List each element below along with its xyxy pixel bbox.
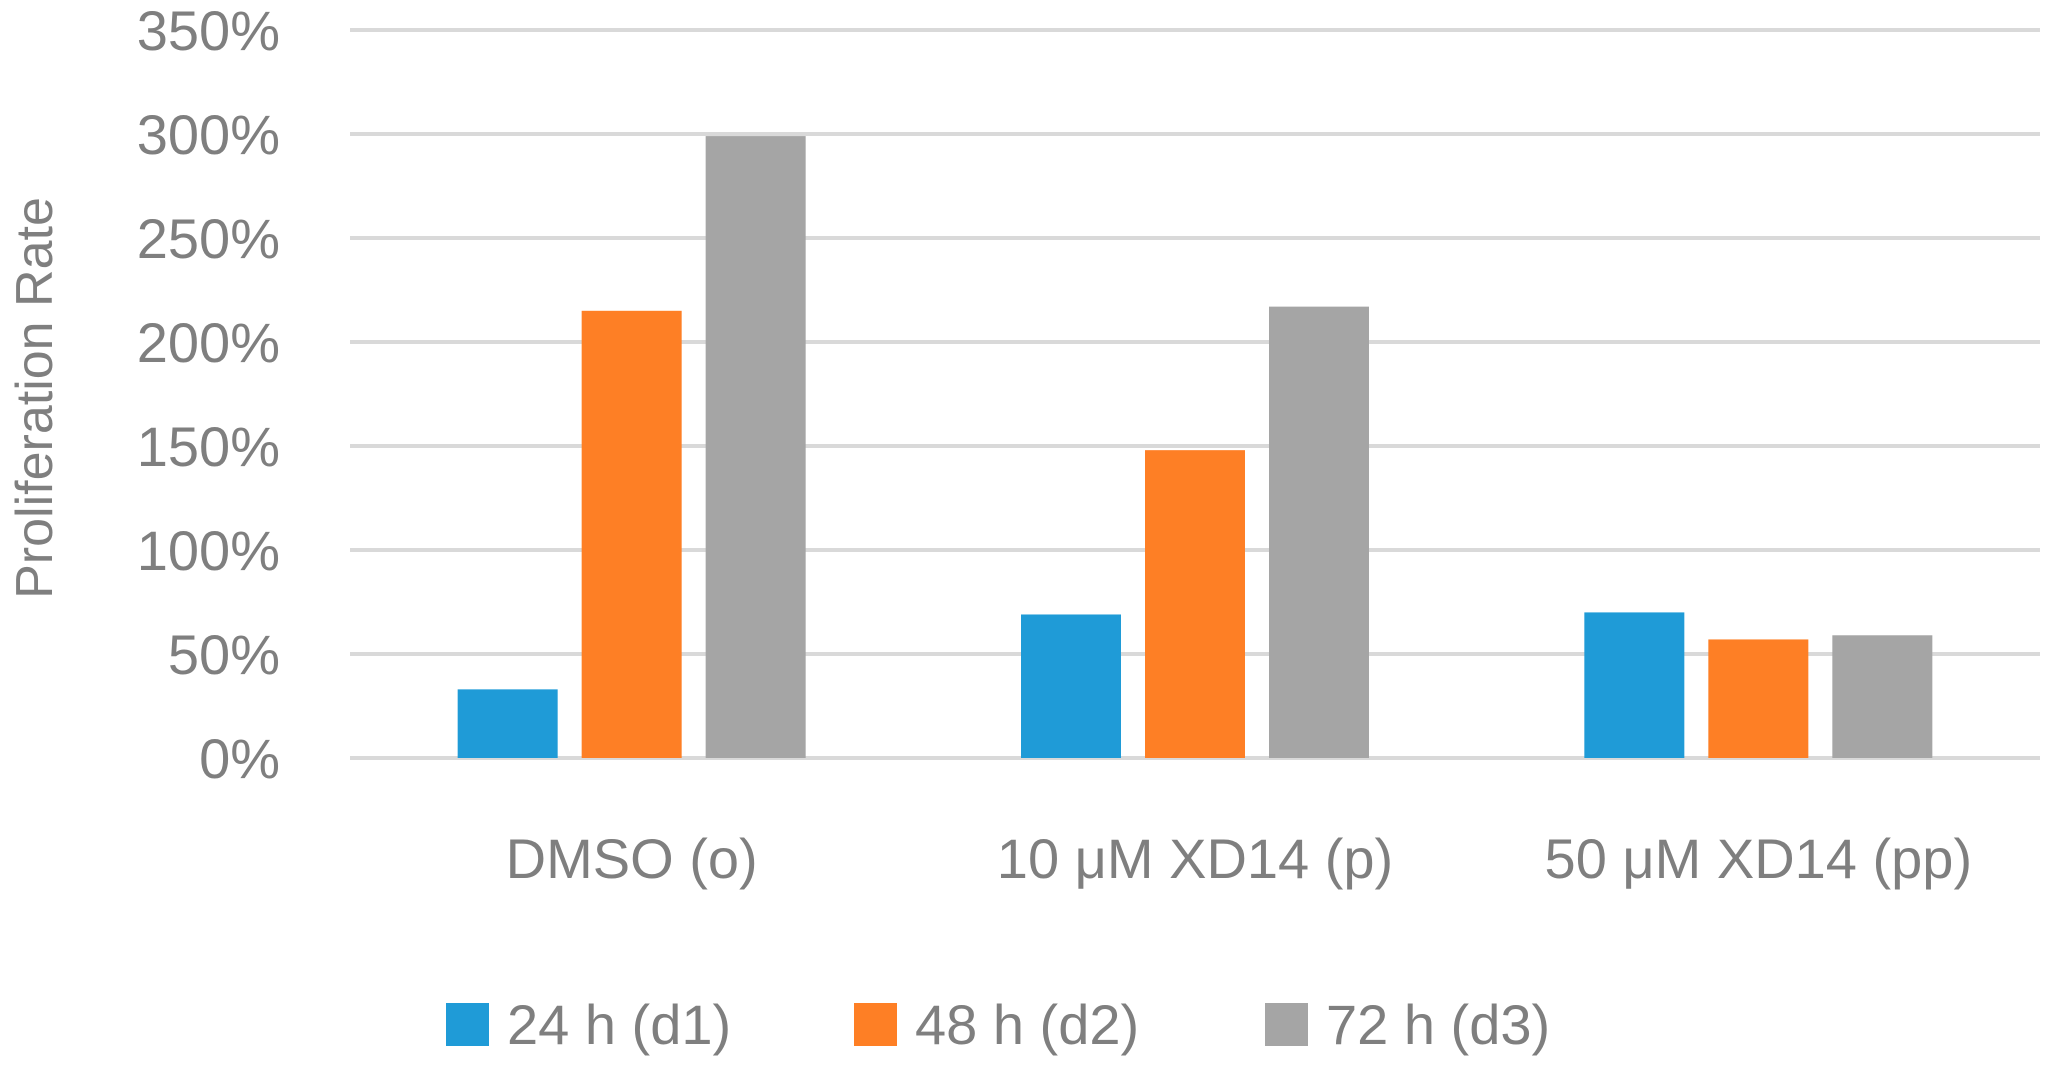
bar-2-2 — [1145, 450, 1245, 758]
legend-label: 24 h (d1) — [507, 993, 731, 1056]
y-tick-label: 150% — [137, 415, 280, 478]
legend: 24 h (d1) 48 h (d2) 72 h (d3) — [446, 993, 1550, 1056]
bars — [457, 136, 1933, 758]
x-tick-label: 10 μM XD14 (p) — [997, 827, 1393, 890]
y-tick-label: 250% — [137, 207, 280, 270]
y-tick-label: 50% — [168, 623, 280, 686]
bar-3-3 — [1832, 635, 1933, 758]
legend-label: 48 h (d2) — [915, 993, 1139, 1056]
bar-3-1 — [705, 136, 806, 758]
bar-3-2 — [1269, 306, 1369, 758]
bar-1-3 — [1584, 612, 1685, 758]
y-axis-ticks: 0% 50% 100% 150% 200% 250% 300% 350% — [137, 0, 280, 790]
x-tick-label: 50 μM XD14 (pp) — [1545, 827, 1973, 890]
bar-1-1 — [457, 689, 558, 758]
bar-2-3 — [1708, 639, 1809, 758]
y-tick-label: 100% — [137, 519, 280, 582]
y-tick-label: 200% — [137, 311, 280, 374]
x-axis-ticks: DMSO (o) 10 μM XD14 (p) 50 μM XD14 (pp) — [506, 827, 1972, 890]
legend-swatch — [446, 1003, 489, 1046]
bar-1-2 — [1021, 614, 1121, 758]
legend-swatch — [1265, 1003, 1308, 1046]
legend-item: 48 h (d2) — [854, 993, 1139, 1056]
bar-2-1 — [581, 310, 682, 758]
legend-label: 72 h (d3) — [1326, 993, 1550, 1056]
legend-swatch — [854, 1003, 897, 1046]
x-tick-label: DMSO (o) — [506, 827, 758, 890]
legend-item: 72 h (d3) — [1265, 993, 1550, 1056]
y-axis-label: Proliferation Rate — [6, 197, 64, 599]
y-tick-label: 350% — [137, 0, 280, 62]
y-tick-label: 300% — [137, 103, 280, 166]
y-tick-label: 0% — [199, 727, 280, 790]
legend-item: 24 h (d1) — [446, 993, 731, 1056]
